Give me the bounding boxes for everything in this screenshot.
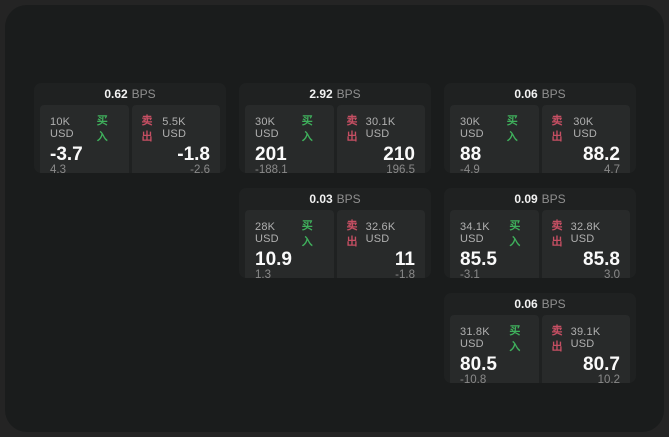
sell-delta: 4.7	[604, 164, 620, 173]
bps-header: 0.62 BPS	[34, 83, 226, 105]
buy-tag: 买入	[509, 325, 521, 353]
buy-notional: 30K USD	[255, 116, 279, 140]
buy-tag: 买入	[96, 115, 108, 143]
sell-panel[interactable]: 卖出 5.5K USD -1.8 -2.6	[131, 105, 220, 173]
sell-price: -1.8	[177, 144, 210, 165]
bps-unit: BPS	[336, 87, 361, 101]
buy-tag: 买入	[301, 115, 313, 143]
buy-panel[interactable]: 31.8K USD 买入 80.5 -10.8	[450, 315, 539, 383]
bps-value: 0.06	[514, 87, 538, 101]
buy-delta: 4.3	[50, 164, 66, 173]
sell-delta: 10.2	[597, 374, 620, 383]
sell-tag: 卖出	[346, 115, 358, 143]
quote-card: 0.06 BPS 30K USD 买入 88 -4.9 卖出 30K USD	[444, 83, 636, 173]
bps-unit: BPS	[336, 192, 361, 206]
buy-notional: 30K USD	[460, 116, 484, 140]
bps-value: 0.06	[514, 297, 538, 311]
bps-value: 2.92	[309, 87, 333, 101]
bps-unit: BPS	[541, 297, 566, 311]
bps-unit: BPS	[541, 87, 566, 101]
sell-panel[interactable]: 卖出 30.1K USD 210 196.5	[336, 105, 425, 173]
buy-price: 80.5	[460, 354, 497, 375]
sell-notional: 30.1K USD	[365, 116, 396, 140]
sell-notional: 30K USD	[573, 116, 598, 140]
buy-price: 85.5	[460, 249, 497, 270]
sell-panel[interactable]: 卖出 32.8K USD 85.8 3.0	[541, 210, 630, 278]
buy-notional: 34.1K USD	[460, 221, 490, 245]
sell-panel[interactable]: 卖出 30K USD 88.2 4.7	[541, 105, 630, 173]
buy-notional: 31.8K USD	[460, 326, 490, 350]
bps-header: 2.92 BPS	[239, 83, 431, 105]
buy-notional: 10K USD	[50, 116, 74, 140]
bps-header: 0.06 BPS	[444, 83, 636, 105]
buy-panel[interactable]: 30K USD 买入 201 -188.1	[245, 105, 334, 173]
buy-panel[interactable]: 10K USD 买入 -3.7 4.3	[40, 105, 129, 173]
sell-price: 88.2	[583, 144, 620, 165]
sell-tag: 卖出	[551, 325, 563, 353]
sell-notional: 5.5K USD	[162, 116, 187, 140]
main-panel: 0.62 BPS 10K USD 买入 -3.7 4.3 卖出 5.5K USD	[5, 5, 664, 432]
sell-price: 80.7	[583, 354, 620, 375]
sell-delta: 196.5	[386, 164, 415, 173]
sell-price: 210	[383, 144, 415, 165]
buy-delta: -10.8	[460, 374, 487, 383]
buy-delta: -188.1	[255, 164, 288, 173]
buy-delta: -4.9	[460, 164, 480, 173]
bps-header: 0.03 BPS	[239, 188, 431, 210]
quote-card: 0.09 BPS 34.1K USD 买入 85.5 -3.1 卖出 32.8K…	[444, 188, 636, 278]
buy-delta: -3.1	[460, 269, 480, 278]
sell-delta: -1.8	[395, 269, 415, 278]
buy-delta: 1.3	[255, 269, 271, 278]
sell-tag: 卖出	[551, 115, 563, 143]
quote-card: 0.62 BPS 10K USD 买入 -3.7 4.3 卖出 5.5K USD	[34, 83, 226, 173]
sell-panel[interactable]: 卖出 39.1K USD 80.7 10.2	[541, 315, 630, 383]
bps-header: 0.09 BPS	[444, 188, 636, 210]
bps-value: 0.03	[309, 192, 333, 206]
quote-card: 0.06 BPS 31.8K USD 买入 80.5 -10.8 卖出 39.1…	[444, 293, 636, 383]
sell-delta: -2.6	[190, 164, 210, 173]
buy-price: 10.9	[255, 249, 292, 270]
sell-notional: 32.8K USD	[570, 221, 601, 245]
bps-value: 0.62	[104, 87, 128, 101]
bps-unit: BPS	[541, 192, 566, 206]
quote-card: 0.03 BPS 28K USD 买入 10.9 1.3 卖出 32.6K US…	[239, 188, 431, 278]
buy-notional: 28K USD	[255, 221, 279, 245]
sell-delta: 3.0	[604, 269, 620, 278]
sell-notional: 32.6K USD	[365, 221, 396, 245]
buy-tag: 买入	[506, 115, 518, 143]
bps-value: 0.09	[514, 192, 538, 206]
buy-panel[interactable]: 30K USD 买入 88 -4.9	[450, 105, 539, 173]
sell-price: 11	[394, 249, 415, 270]
bps-unit: BPS	[131, 87, 156, 101]
buy-panel[interactable]: 28K USD 买入 10.9 1.3	[245, 210, 334, 278]
sell-tag: 卖出	[551, 220, 563, 248]
buy-panel[interactable]: 34.1K USD 买入 85.5 -3.1	[450, 210, 539, 278]
buy-price: -3.7	[50, 144, 83, 165]
sell-panel[interactable]: 卖出 32.6K USD 11 -1.8	[336, 210, 425, 278]
sell-notional: 39.1K USD	[570, 326, 601, 350]
buy-price: 201	[255, 144, 287, 165]
bps-header: 0.06 BPS	[444, 293, 636, 315]
sell-tag: 卖出	[346, 220, 358, 248]
quote-grid: 0.62 BPS 10K USD 买入 -3.7 4.3 卖出 5.5K USD	[34, 83, 636, 383]
quote-card: 2.92 BPS 30K USD 买入 201 -188.1 卖出 30.1K …	[239, 83, 431, 173]
sell-price: 85.8	[583, 249, 620, 270]
sell-tag: 卖出	[141, 115, 153, 143]
buy-price: 88	[460, 144, 482, 165]
buy-tag: 买入	[301, 220, 313, 248]
buy-tag: 买入	[509, 220, 521, 248]
